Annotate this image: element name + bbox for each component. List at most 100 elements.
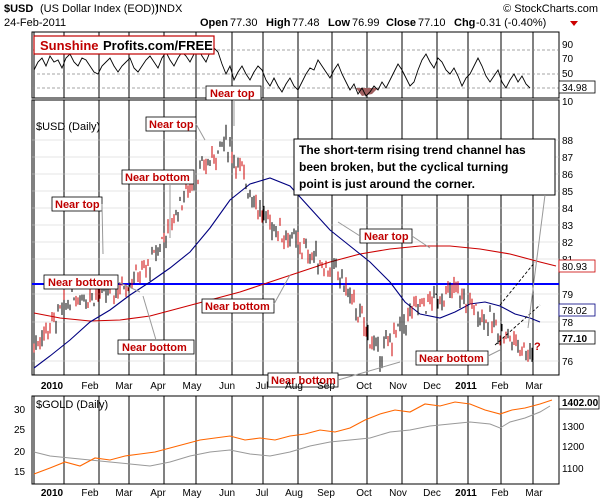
brand-part1: Sunshine (40, 38, 99, 53)
main-tick: 79 (562, 290, 574, 301)
chart-subtitle: (US Dollar Index (EOD)) (40, 3, 159, 15)
rsi-tick: 50 (562, 69, 574, 80)
low-value: 76.99 (352, 17, 380, 29)
open-value: 77.30 (230, 17, 258, 29)
gold-left-tick: 15 (14, 467, 26, 478)
x-tick-label: Feb (81, 488, 99, 499)
rsi-oversold-fill (356, 88, 378, 96)
x-tick-label: Mar (525, 381, 543, 392)
x-tick-label: Dec (423, 381, 441, 392)
gold-ratio-line (33, 405, 551, 467)
close-value: 77.10 (418, 17, 446, 29)
x-tick-label: Jun (219, 488, 235, 499)
x-tick-label: Oct (356, 488, 372, 499)
chart-title: $USD (4, 3, 33, 15)
rsi-value-box (558, 80, 596, 94)
question-mark: ? (534, 341, 541, 353)
x-tick-label: 2010 (41, 381, 64, 392)
annotation-label: Near bottom (271, 375, 336, 387)
note-line: point is just around the corner. (299, 177, 475, 191)
note-line: The short-term rising trend channel has (299, 143, 526, 157)
main-panel: $USD (Daily) 88 87 86 85 84 83 82 81 79 … (31, 85, 596, 388)
x-tick-label: Sep (317, 381, 335, 392)
annotation-label: Near bottom (205, 301, 270, 313)
annotation-label: Near bottom (48, 277, 113, 289)
main-tick: 88 (562, 136, 574, 147)
rsi-tick: 10 (562, 97, 574, 108)
annotations: Near top Near top Near top Near bottom N… (43, 85, 541, 388)
chart-date: 24-Feb-2011 (4, 17, 66, 29)
main-tick: 76 (562, 357, 574, 368)
main-tick: 87 (562, 153, 574, 164)
brand-logo: Sunshine Profits.com/FREE (33, 35, 215, 55)
main-tick: 84 (562, 204, 574, 215)
trend-channel-lower (494, 304, 541, 346)
copyright: © StockCharts.com (503, 3, 598, 15)
down-arrow-icon (570, 21, 578, 26)
ma-long-line (33, 245, 557, 322)
x-tick-label: Jul (256, 488, 269, 499)
x-tick-label: Feb (81, 381, 99, 392)
note-line: been broken, but the cyclical turning (299, 160, 508, 174)
x-tick-label: Dec (423, 488, 441, 499)
x-tick-label: Apr (150, 488, 166, 499)
brand-part2: Profits.com/FREE (103, 38, 213, 53)
x-tick-label: Sep (317, 488, 335, 499)
gold-left-tick: 20 (14, 447, 26, 458)
x-tick-label: Nov (389, 488, 407, 499)
annotation-label: Near top (364, 231, 409, 243)
x-tick-label: Feb (491, 381, 509, 392)
x-tick-label: Mar (115, 381, 133, 392)
main-panel-label: $USD (Daily) (36, 121, 100, 133)
gold-panel-label: $GOLD (Daily) (36, 399, 108, 411)
x-axis-main: 2010 Feb Mar Apr May Jun Jul Aug Sep Oct Nov Dec 201… (41, 381, 543, 392)
x-tick-label: Aug (285, 488, 303, 499)
annotation-label: Near top (55, 199, 100, 211)
gold-left-tick: 25 (14, 425, 26, 436)
annotation-label: Near bottom (122, 342, 187, 354)
main-tick: 82 (562, 238, 574, 249)
gold-panel: $GOLD (Daily) 30 25 20 15 1300 1200 1100… (14, 395, 600, 485)
ma-long-value-box (558, 259, 596, 273)
low-label: Low (328, 17, 350, 29)
price-value: 77.10 (562, 334, 587, 345)
gold-right-tick: 1300 (562, 422, 585, 433)
close-label: Close (386, 17, 416, 29)
annotation-label: Near bottom (125, 172, 190, 184)
chg-label: Chg (454, 17, 475, 29)
ma-short-value: 78.02 (562, 306, 587, 317)
x-tick-label: Jun (219, 381, 235, 392)
price-value-box (558, 330, 596, 345)
gold-right-tick: 1100 (562, 464, 584, 475)
price-candles (33, 124, 533, 372)
main-tick: 78 (562, 318, 574, 329)
chg-value: -0.31 (-0.40%) (476, 17, 546, 29)
gold-value-box (558, 395, 600, 410)
annotation-label: Near top (149, 119, 194, 131)
high-label: High (266, 17, 291, 29)
note-box: The short-term rising trend channel has … (293, 138, 556, 329)
x-tick-label: 2011 (455, 488, 477, 499)
rsi-value-label: 34.98 (562, 83, 587, 94)
high-value: 77.48 (292, 17, 320, 29)
x-axis-gold: 2010 Feb Mar Apr May Jun Jul Aug Sep Oct Nov Dec 201… (41, 488, 543, 499)
x-tick-label: Apr (150, 381, 166, 392)
gold-left-tick: 30 (14, 405, 26, 416)
main-tick: 86 (562, 170, 574, 181)
ma-long-value: 80.93 (562, 262, 587, 273)
gold-right-tick: 1200 (562, 442, 585, 453)
x-tick-label: 2010 (41, 488, 64, 499)
rsi-tick: 70 (562, 54, 574, 65)
x-tick-label: Nov (389, 381, 407, 392)
x-tick-label: Mar (525, 488, 543, 499)
rsi-tick: 90 (562, 40, 574, 51)
gold-line (33, 399, 553, 475)
exchange-label: INDX (156, 3, 183, 15)
ma-short-value-box (558, 303, 596, 317)
x-tick-label: 2011 (455, 381, 477, 392)
trend-channel-upper (499, 261, 536, 306)
x-tick-label: Feb (491, 488, 509, 499)
main-tick: 85 (562, 187, 574, 198)
x-tick-label: Aug (285, 381, 303, 392)
